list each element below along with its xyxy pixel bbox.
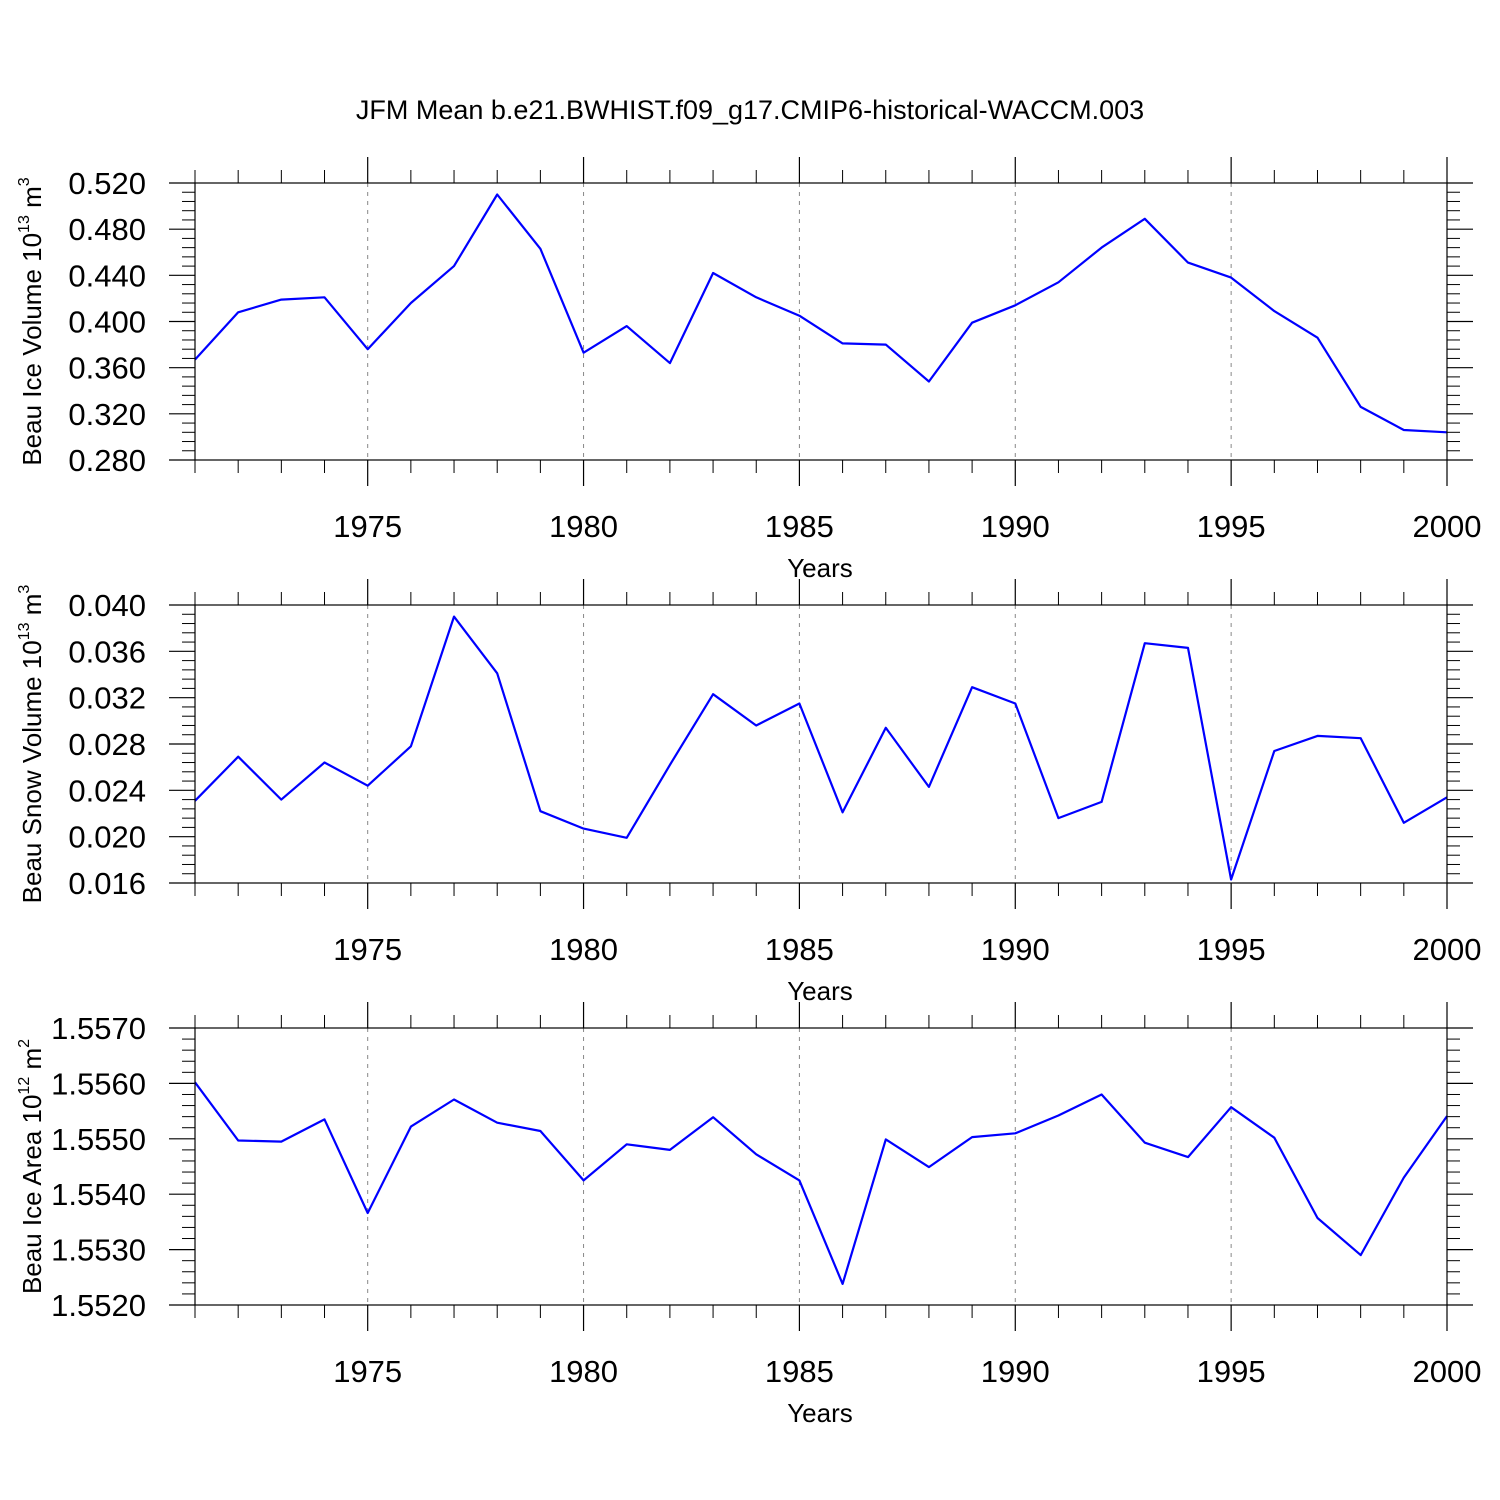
y-tick-label: 0.020 (68, 820, 146, 855)
x-tick-label: 1980 (549, 1354, 618, 1389)
plot-frame (194, 604, 1448, 884)
series-line (194, 1081, 1448, 1286)
x-tick-label: 1975 (333, 1354, 402, 1389)
x-tick-label: 1995 (1197, 932, 1266, 967)
x-tick-label: 2000 (1413, 1354, 1482, 1389)
x-axis-label: Years (787, 1398, 853, 1428)
y-axis-label: Beau Ice Volume 1013 m3 (16, 177, 47, 465)
y-tick-label: 0.040 (68, 588, 146, 623)
y-tick-label: 1.5550 (51, 1122, 146, 1157)
x-tick-label: 1990 (981, 932, 1050, 967)
y-axis-label: Beau Snow Volume 1013 m3 (16, 585, 47, 904)
y-axis-label: Beau Ice Area 1012 m2 (16, 1039, 47, 1294)
x-tick-label: 1980 (549, 932, 618, 967)
y-tick-label: 1.5530 (51, 1233, 146, 1268)
x-tick-label: 1995 (1197, 1354, 1266, 1389)
figure-title: JFM Mean b.e21.BWHIST.f09_g17.CMIP6-hist… (356, 95, 1144, 125)
y-tick-label: 0.280 (68, 443, 146, 478)
series-line (194, 615, 1448, 881)
x-tick-label: 2000 (1413, 932, 1482, 967)
y-tick-label: 0.440 (68, 258, 146, 293)
y-tick-label: 0.032 (68, 681, 146, 716)
series-line (194, 193, 1448, 434)
y-tick-label: 0.480 (68, 212, 146, 247)
y-tick-label: 0.520 (68, 166, 146, 201)
y-tick-label: 0.320 (68, 397, 146, 432)
panel-ice-volume: 0.280 0.320 0.360 0.400 0.440 0.480 0.520 1975… (16, 157, 1481, 583)
x-axis-label: Years (787, 553, 853, 583)
x-tick-label: 1985 (765, 509, 834, 544)
x-tick-label: 1975 (333, 932, 402, 967)
plot-frame (194, 1027, 1448, 1306)
x-tick-label: 1995 (1197, 509, 1266, 544)
y-tick-label: 1.5570 (51, 1011, 146, 1046)
y-tick-label: 0.028 (68, 727, 146, 762)
y-tick-label: 1.5540 (51, 1177, 146, 1212)
x-tick-label: 1975 (333, 509, 402, 544)
panel-snow-volume: 0.016 0.020 0.024 0.028 0.032 0.036 0.040 1975… (16, 579, 1481, 1006)
x-tick-label: 1985 (765, 932, 834, 967)
x-tick-label: 2000 (1413, 509, 1482, 544)
panel-ice-area: 1.5520 1.5530 1.5540 1.5550 1.5560 1.5570 197… (16, 1002, 1481, 1428)
x-tick-label: 1980 (549, 509, 618, 544)
y-tick-label: 0.036 (68, 634, 146, 669)
y-tick-label: 1.5520 (51, 1288, 146, 1323)
y-tick-label: 0.360 (68, 351, 146, 386)
y-tick-label: 0.024 (68, 773, 146, 808)
y-tick-label: 0.400 (68, 305, 146, 340)
plot-frame (194, 182, 1448, 461)
x-axis-label: Years (787, 976, 853, 1006)
y-tick-label: 1.5560 (51, 1066, 146, 1101)
x-tick-label: 1985 (765, 1354, 834, 1389)
x-tick-label: 1990 (981, 1354, 1050, 1389)
y-tick-label: 0.016 (68, 866, 146, 901)
x-tick-label: 1990 (981, 509, 1050, 544)
